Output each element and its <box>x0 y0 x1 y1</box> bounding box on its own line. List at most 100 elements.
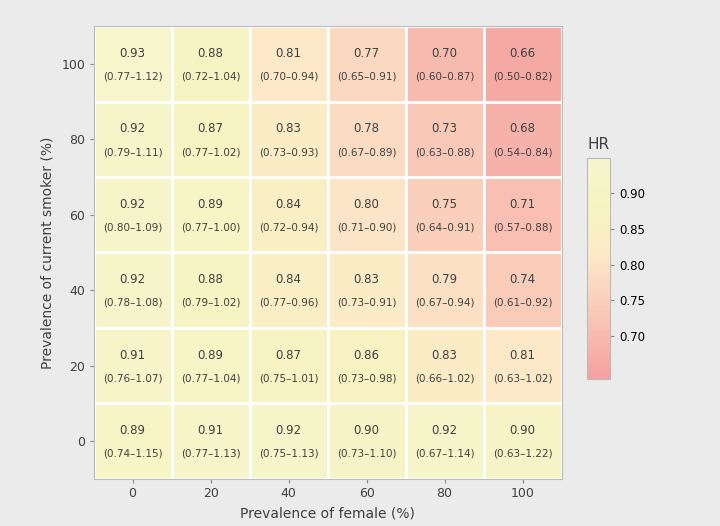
Bar <box>405 252 484 328</box>
Text: (0.77–0.96): (0.77–0.96) <box>259 298 318 308</box>
Text: (0.73–0.91): (0.73–0.91) <box>337 298 396 308</box>
Text: 0.93: 0.93 <box>120 47 145 60</box>
Text: (0.77–1.00): (0.77–1.00) <box>181 222 240 232</box>
Bar <box>94 102 171 177</box>
Bar <box>171 252 250 328</box>
Text: (0.63–0.88): (0.63–0.88) <box>415 147 474 157</box>
Text: (0.63–1.22): (0.63–1.22) <box>492 449 552 459</box>
Text: 0.89: 0.89 <box>197 198 224 211</box>
Text: (0.80–1.09): (0.80–1.09) <box>103 222 162 232</box>
Bar <box>250 26 328 102</box>
Bar <box>250 328 328 403</box>
Text: 0.92: 0.92 <box>120 273 145 286</box>
Text: 0.92: 0.92 <box>431 424 458 437</box>
Text: 0.66: 0.66 <box>510 47 536 60</box>
Text: (0.67–0.94): (0.67–0.94) <box>415 298 474 308</box>
Bar <box>405 177 484 252</box>
X-axis label: Prevalence of female (%): Prevalence of female (%) <box>240 507 415 521</box>
Text: 0.83: 0.83 <box>276 123 302 135</box>
Bar <box>171 26 250 102</box>
Text: (0.73–1.10): (0.73–1.10) <box>337 449 396 459</box>
Y-axis label: Prevalence of current smoker (%): Prevalence of current smoker (%) <box>40 136 55 369</box>
Text: 0.92: 0.92 <box>120 198 145 211</box>
Bar <box>328 102 405 177</box>
Bar <box>250 102 328 177</box>
Text: (0.78–1.08): (0.78–1.08) <box>103 298 162 308</box>
Bar <box>328 177 405 252</box>
Bar <box>484 403 562 479</box>
Text: 0.86: 0.86 <box>354 349 379 361</box>
Text: 0.83: 0.83 <box>354 273 379 286</box>
Bar <box>250 252 328 328</box>
Text: 0.73: 0.73 <box>431 123 458 135</box>
Bar <box>94 403 171 479</box>
Text: 0.87: 0.87 <box>276 349 302 361</box>
Text: (0.61–0.92): (0.61–0.92) <box>493 298 552 308</box>
Text: 0.80: 0.80 <box>354 198 379 211</box>
Text: (0.65–0.91): (0.65–0.91) <box>337 72 396 82</box>
Text: 0.75: 0.75 <box>431 198 458 211</box>
Text: 0.84: 0.84 <box>276 273 302 286</box>
Text: 0.91: 0.91 <box>120 349 145 361</box>
Bar <box>484 102 562 177</box>
Text: 0.81: 0.81 <box>276 47 302 60</box>
Text: (0.74–1.15): (0.74–1.15) <box>103 449 163 459</box>
Text: 0.89: 0.89 <box>197 349 224 361</box>
Text: 0.71: 0.71 <box>510 198 536 211</box>
Text: (0.64–0.91): (0.64–0.91) <box>415 222 474 232</box>
Bar <box>250 403 328 479</box>
Bar <box>484 328 562 403</box>
Text: (0.75–1.13): (0.75–1.13) <box>258 449 318 459</box>
Text: 0.92: 0.92 <box>276 424 302 437</box>
Text: 0.74: 0.74 <box>510 273 536 286</box>
Text: (0.77–1.13): (0.77–1.13) <box>181 449 240 459</box>
Text: (0.79–1.11): (0.79–1.11) <box>103 147 163 157</box>
Bar <box>171 102 250 177</box>
Bar <box>405 102 484 177</box>
Bar <box>171 328 250 403</box>
Bar <box>484 252 562 328</box>
Bar <box>405 403 484 479</box>
Bar <box>328 26 405 102</box>
Text: 0.88: 0.88 <box>198 47 223 60</box>
Text: 0.89: 0.89 <box>120 424 145 437</box>
Title: HR: HR <box>588 137 609 153</box>
Bar <box>328 252 405 328</box>
Text: 0.81: 0.81 <box>510 349 536 361</box>
Text: (0.77–1.04): (0.77–1.04) <box>181 373 240 383</box>
Text: (0.79–1.02): (0.79–1.02) <box>181 298 240 308</box>
Bar <box>250 177 328 252</box>
Text: (0.76–1.07): (0.76–1.07) <box>103 373 162 383</box>
Text: (0.77–1.02): (0.77–1.02) <box>181 147 240 157</box>
Text: (0.63–1.02): (0.63–1.02) <box>493 373 552 383</box>
Bar <box>328 328 405 403</box>
Text: 0.78: 0.78 <box>354 123 379 135</box>
Text: (0.60–0.87): (0.60–0.87) <box>415 72 474 82</box>
Bar <box>94 177 171 252</box>
Text: 0.84: 0.84 <box>276 198 302 211</box>
Bar <box>94 328 171 403</box>
Text: (0.50–0.82): (0.50–0.82) <box>493 72 552 82</box>
Text: 0.87: 0.87 <box>197 123 224 135</box>
Text: 0.92: 0.92 <box>120 123 145 135</box>
Text: (0.73–0.98): (0.73–0.98) <box>337 373 396 383</box>
Bar <box>405 26 484 102</box>
Text: (0.71–0.90): (0.71–0.90) <box>337 222 396 232</box>
Text: (0.54–0.84): (0.54–0.84) <box>493 147 552 157</box>
Text: 0.70: 0.70 <box>431 47 458 60</box>
Bar <box>171 403 250 479</box>
Bar <box>484 177 562 252</box>
Text: (0.72–0.94): (0.72–0.94) <box>259 222 318 232</box>
Text: (0.57–0.88): (0.57–0.88) <box>493 222 552 232</box>
Text: (0.70–0.94): (0.70–0.94) <box>259 72 318 82</box>
Text: (0.75–1.01): (0.75–1.01) <box>259 373 318 383</box>
Bar <box>94 252 171 328</box>
Bar <box>328 403 405 479</box>
Text: 0.90: 0.90 <box>510 424 536 437</box>
Text: 0.83: 0.83 <box>432 349 457 361</box>
Bar <box>405 328 484 403</box>
Text: (0.73–0.93): (0.73–0.93) <box>259 147 318 157</box>
Text: (0.77–1.12): (0.77–1.12) <box>103 72 163 82</box>
Bar <box>94 26 171 102</box>
Text: 0.90: 0.90 <box>354 424 379 437</box>
